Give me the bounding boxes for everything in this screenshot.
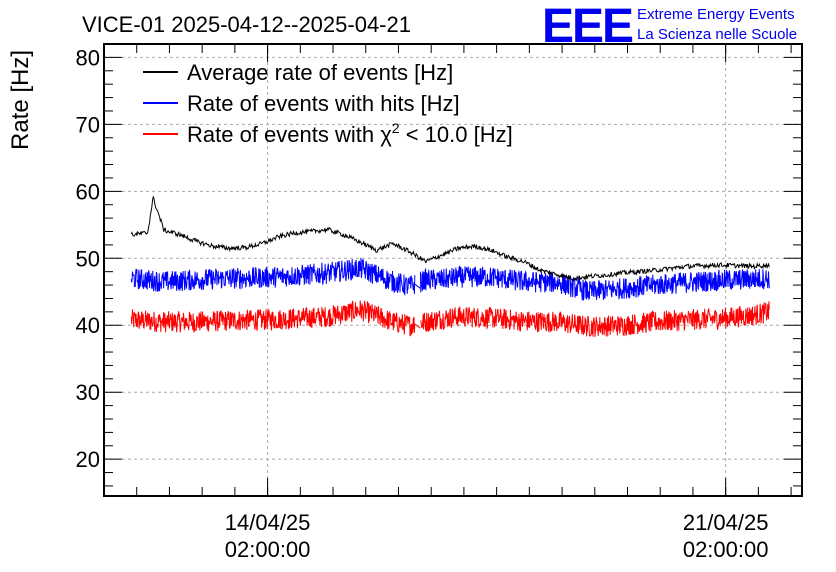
legend-entry-chi2: Rate of events with χ2 < 10.0 [Hz]: [187, 120, 513, 147]
logo-mark: EEE: [542, 0, 633, 53]
legend-chi2-sup: 2: [392, 120, 400, 136]
x-tick-label-date: 21/04/25: [683, 510, 769, 535]
y-tick-label: 40: [76, 313, 100, 338]
plot-frame: [103, 43, 803, 497]
ticks: [103, 43, 802, 496]
chart-title: VICE-01 2025-04-12--2025-04-21: [82, 12, 411, 37]
legend-chi2-suffix: < 10.0 [Hz]: [400, 122, 513, 147]
series-gap-bridge-1: [414, 283, 421, 289]
series-line-2-segment-1: [420, 301, 770, 337]
series-line-0-segment-0: [130, 195, 770, 282]
logo-line2: La Scienza nelle Scuole: [637, 26, 797, 43]
x-tick-label-time: 02:00:00: [683, 537, 769, 562]
legend: Average rate of events [Hz] Rate of even…: [143, 60, 513, 147]
y-axis-label: Rate [Hz]: [7, 50, 34, 150]
legend-entry-hits: Rate of events with hits [Hz]: [187, 91, 460, 116]
y-tick-label: 50: [76, 246, 100, 271]
series-gap-bridge-2: [414, 323, 421, 329]
series-line-2-segment-0: [130, 300, 416, 337]
y-tick-label: 60: [76, 179, 100, 204]
x-tick-label-time: 02:00:00: [225, 537, 311, 562]
grid: [104, 44, 802, 496]
y-tick-label: 80: [76, 45, 100, 70]
legend-entry-average: Average rate of events [Hz]: [187, 60, 453, 85]
legend-chi2-symbol: χ: [380, 122, 392, 147]
eee-logo: EEE Extreme Energy Events La Scienza nel…: [542, 0, 797, 53]
y-tick-label: 20: [76, 447, 100, 472]
y-tick-label: 70: [76, 112, 100, 137]
y-tick-label: 30: [76, 380, 100, 405]
series-line-1-segment-1: [419, 265, 770, 301]
series-layer: [130, 195, 770, 337]
legend-chi2-prefix: Rate of events with: [187, 122, 380, 147]
x-tick-label-date: 14/04/25: [225, 510, 311, 535]
series-line-1-segment-0: [130, 257, 416, 296]
logo-line1: Extreme Energy Events: [637, 6, 795, 23]
y-tick-labels: 20 30 40 50 60 70 80: [76, 45, 100, 472]
